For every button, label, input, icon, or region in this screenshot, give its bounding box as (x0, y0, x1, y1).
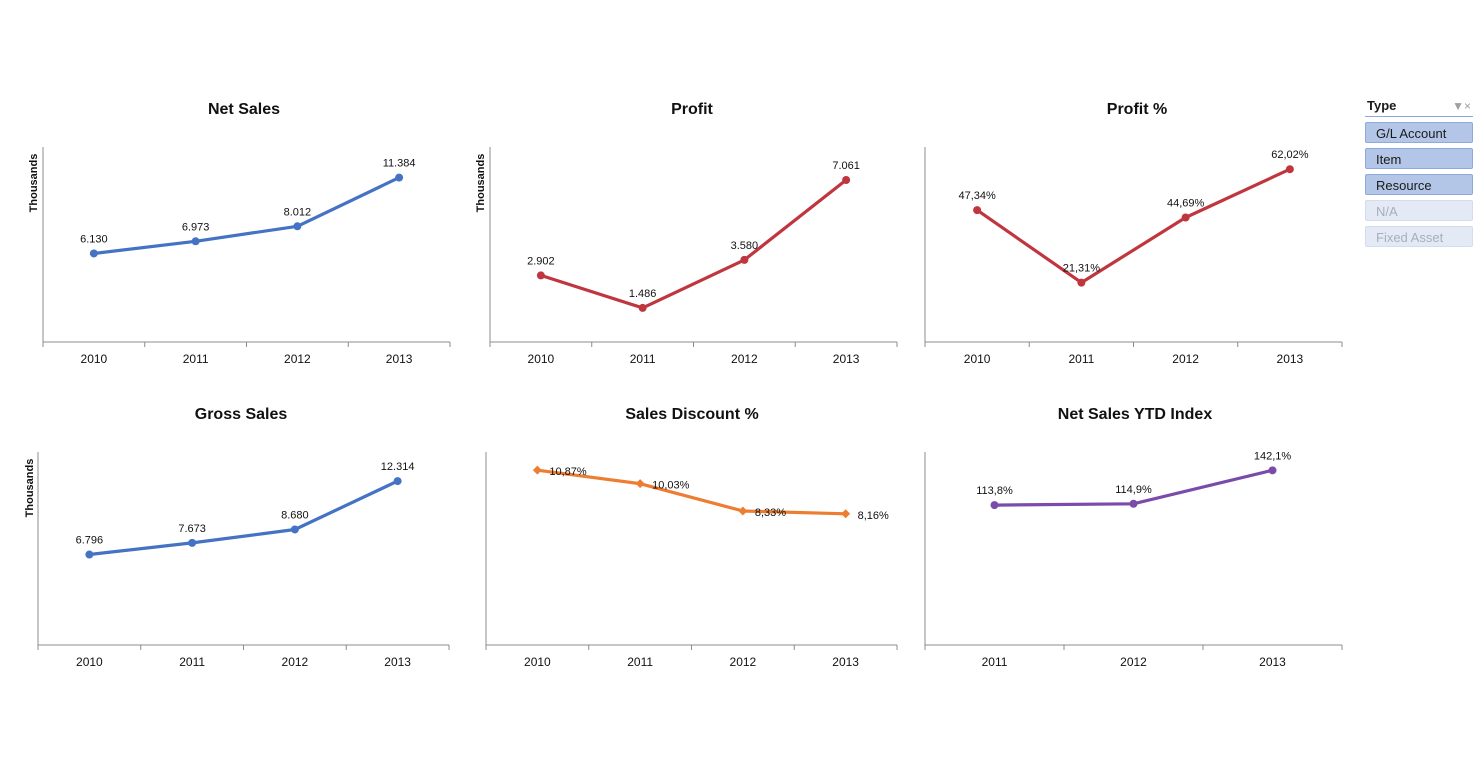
series-line (92, 176, 401, 256)
data-label: 8,33% (755, 507, 786, 519)
data-point (532, 465, 542, 475)
data-label: 113,8% (976, 485, 1013, 497)
chart-5: Net Sales YTD Index 2011 2012 2013 113,8% 114… (924, 406, 1343, 669)
slicer-item[interactable]: N/A (1365, 200, 1473, 221)
data-label: 6.796 (76, 535, 104, 547)
data-point (1268, 466, 1277, 475)
data-point (191, 237, 200, 246)
x-tick-label: 2010 (81, 352, 108, 366)
data-point (1129, 499, 1138, 508)
series-line (87, 479, 400, 557)
chart-title: Profit % (1107, 101, 1167, 118)
clear-filter-icon[interactable]: ▼× (1452, 98, 1471, 113)
data-label: 7.061 (832, 160, 860, 172)
x-tick-label: 2013 (384, 655, 411, 669)
chart-0: Net Sales Thousands 2010 2011 2012 2013 6.130 6… (28, 101, 451, 366)
data-label: 11.384 (383, 158, 416, 170)
slicer-title: Type (1367, 98, 1397, 113)
x-tick-label: 2010 (524, 655, 551, 669)
chart-title: Profit (671, 101, 713, 118)
data-point (738, 506, 748, 516)
x-tick-label: 2012 (282, 655, 309, 669)
data-point (395, 173, 404, 182)
data-point (89, 249, 98, 258)
data-label: 3.580 (731, 240, 759, 252)
data-point (635, 479, 645, 489)
chart-4: Sales Discount % 2010 2011 2012 2013 10,87% 10… (485, 406, 898, 669)
y-axis-label: Thousands (24, 459, 36, 518)
data-label: 1.486 (629, 288, 657, 300)
series-line (535, 468, 848, 516)
data-label: 10,03% (652, 480, 690, 492)
data-label: 8,16% (858, 510, 889, 522)
x-tick-label: 2013 (1277, 352, 1304, 366)
data-label: 2.902 (527, 255, 555, 267)
data-label: 8.680 (281, 509, 309, 521)
data-point (1077, 278, 1086, 287)
x-tick-label: 2013 (386, 352, 413, 366)
series-line (539, 178, 848, 310)
x-tick-label: 2011 (179, 655, 205, 669)
slicer-item[interactable]: Fixed Asset (1365, 226, 1473, 247)
x-tick-label: 2012 (1120, 655, 1147, 669)
x-tick-label: 2010 (964, 352, 991, 366)
data-label: 8.012 (284, 206, 312, 218)
data-point (290, 525, 299, 534)
chart-3: Gross Sales Thousands 2010 2011 2012 2013 6.79… (24, 406, 450, 669)
chart-title: Net Sales (208, 101, 280, 118)
data-label: 62,02% (1271, 149, 1309, 161)
data-label: 44,69% (1167, 198, 1205, 210)
x-tick-label: 2011 (183, 352, 209, 366)
x-tick-label: 2013 (1259, 655, 1286, 669)
x-tick-label: 2011 (627, 655, 653, 669)
data-label: 6.130 (80, 233, 108, 245)
data-label: 142,1% (1254, 450, 1292, 462)
type-slicer: Type ▼× G/L Account Item Resource N/A Fi… (1365, 98, 1473, 247)
x-tick-label: 2011 (982, 655, 1008, 669)
slicer-item[interactable]: Resource (1365, 174, 1473, 195)
data-label: 21,31% (1063, 263, 1101, 275)
data-point (1285, 165, 1294, 174)
data-point (740, 255, 749, 264)
chart-2: Profit % 2010 2011 2012 2013 47,34% 21,31% 44,6… (924, 101, 1343, 366)
x-tick-label: 2013 (833, 352, 860, 366)
data-point (188, 538, 197, 547)
data-point (638, 303, 647, 312)
chart-1: Profit Thousands 2010 2011 2012 2013 2.902 1.48… (475, 101, 898, 366)
chart-title: Sales Discount % (625, 406, 758, 423)
data-point (293, 222, 302, 231)
chart-title: Gross Sales (195, 406, 288, 423)
x-tick-label: 2012 (730, 655, 757, 669)
data-label: 114,9% (1115, 484, 1152, 496)
x-tick-label: 2012 (731, 352, 758, 366)
data-point (1181, 213, 1190, 222)
x-tick-label: 2012 (284, 352, 311, 366)
data-label: 12.314 (381, 461, 415, 473)
slicer-item[interactable]: Item (1365, 148, 1473, 169)
data-point (85, 550, 94, 559)
slicer-header: Type ▼× (1365, 98, 1473, 117)
series-line (975, 167, 1292, 285)
data-point (990, 501, 999, 510)
data-point (842, 176, 851, 185)
y-axis-label: Thousands (475, 154, 487, 213)
y-axis-label: Thousands (28, 154, 40, 213)
data-point (973, 206, 982, 215)
data-label: 7.673 (178, 523, 206, 535)
slicer-item[interactable]: G/L Account (1365, 122, 1473, 143)
data-point (841, 509, 851, 519)
chart-title: Net Sales YTD Index (1058, 406, 1213, 423)
x-tick-label: 2010 (528, 352, 555, 366)
x-tick-label: 2011 (630, 352, 656, 366)
data-label: 10,87% (549, 466, 587, 478)
data-label: 47,34% (958, 190, 996, 202)
x-tick-label: 2013 (832, 655, 859, 669)
x-tick-label: 2011 (1068, 352, 1094, 366)
data-point (393, 477, 402, 486)
data-point (536, 271, 545, 280)
data-label: 6.973 (182, 221, 210, 233)
x-tick-label: 2010 (76, 655, 103, 669)
x-tick-label: 2012 (1172, 352, 1199, 366)
